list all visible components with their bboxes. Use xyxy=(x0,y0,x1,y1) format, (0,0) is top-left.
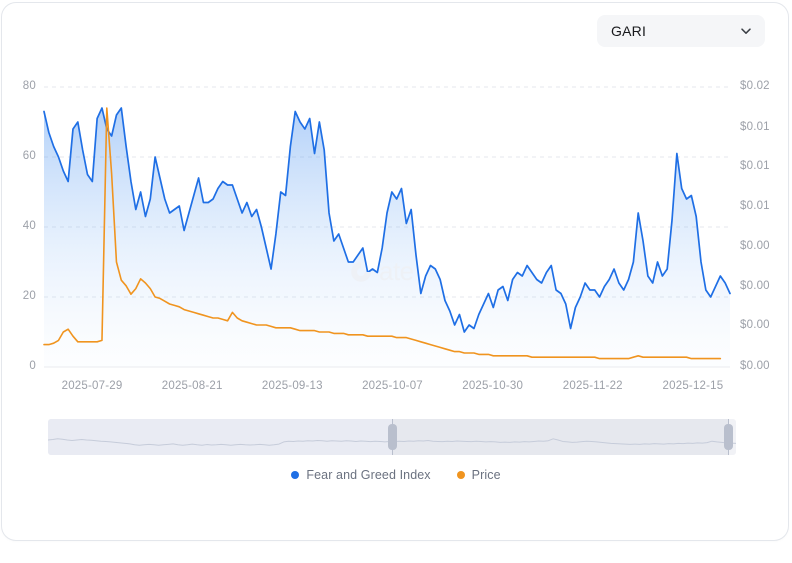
x-axis-tick: 2025-10-30 xyxy=(462,380,524,392)
range-handle-right[interactable] xyxy=(723,419,733,455)
x-axis-tick: 2025-11-22 xyxy=(562,380,623,392)
chevron-down-icon xyxy=(739,24,753,38)
fear-greed-area xyxy=(44,108,730,367)
token-selector[interactable]: GARI xyxy=(597,15,765,47)
legend-dot-icon xyxy=(456,471,465,479)
y-axis-right-tick: $0.01 xyxy=(740,159,770,172)
chart-canvas xyxy=(43,86,731,368)
range-slider-unselected-left xyxy=(48,419,392,455)
y-axis-right-tick: $0.00 xyxy=(740,239,770,252)
legend-dot-icon xyxy=(291,471,300,479)
x-axis-tick: 2025-07-29 xyxy=(61,380,123,392)
token-selector-value: GARI xyxy=(611,23,647,39)
y-axis-right-tick: $0.00 xyxy=(740,360,770,372)
legend-label-fear-greed: Fear and Greed Index xyxy=(306,468,431,482)
x-axis-tick: 2025-12-15 xyxy=(662,380,724,392)
range-slider[interactable] xyxy=(48,419,736,455)
chart-legend: Fear and Greed Index Price xyxy=(0,468,792,482)
y-axis-left-tick: 0 xyxy=(29,360,36,372)
y-axis-right-tick: $0.01 xyxy=(740,120,770,133)
legend-item-price[interactable]: Price xyxy=(456,468,501,482)
y-axis-right-tick: $0.00 xyxy=(740,319,770,332)
legend-label-price: Price xyxy=(471,468,501,482)
x-axis-tick: 2025-08-21 xyxy=(161,380,223,392)
y-axis-right-tick: $0.00 xyxy=(740,280,770,293)
fear-greed-line xyxy=(43,107,731,333)
y-axis-right-tick: $0.02 xyxy=(740,80,770,92)
chart-plot-area[interactable]: ate 0 20 40 60 80 $0.00 $0.00 $0.00 $0.00 $0.01 $… xyxy=(0,60,792,392)
range-handle-left[interactable] xyxy=(388,419,397,455)
y-axis-left-tick: 40 xyxy=(22,220,36,232)
y-axis-right-tick: $0.01 xyxy=(740,200,770,213)
y-axis-left-tick: 20 xyxy=(22,290,36,302)
price-line xyxy=(43,107,722,360)
x-axis-tick: 2025-10-07 xyxy=(362,380,423,392)
range-slider-selected-window[interactable] xyxy=(392,419,728,455)
x-axis-tick: 2025-09-13 xyxy=(261,380,323,392)
y-axis-left-tick: 80 xyxy=(22,80,36,92)
y-axis-left-tick: 60 xyxy=(22,150,36,162)
legend-item-fear-greed[interactable]: Fear and Greed Index xyxy=(291,468,431,482)
